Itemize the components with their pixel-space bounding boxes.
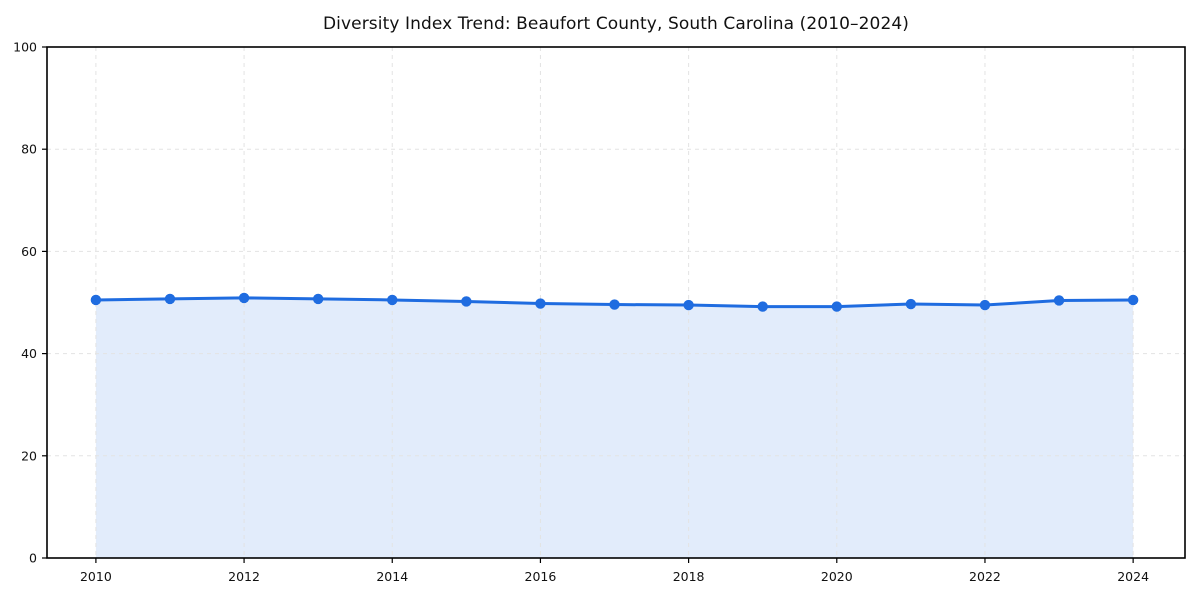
- y-tick-label: 40: [21, 346, 37, 361]
- data-point: [905, 298, 917, 310]
- plot-border: [46, 46, 1186, 559]
- x-tick-label: 2016: [525, 569, 557, 584]
- data-point: [238, 292, 250, 304]
- x-tick-label: 2010: [80, 569, 112, 584]
- data-point: [387, 294, 398, 306]
- area-fill: [95, 297, 1134, 558]
- y-tick-label: 20: [21, 448, 37, 463]
- x-tick-label: 2024: [1117, 569, 1149, 584]
- y-tick-label: 100: [13, 40, 37, 55]
- x-tick-label: 2018: [673, 569, 705, 584]
- data-point: [1053, 295, 1065, 306]
- y-tick-label: 0: [29, 551, 37, 566]
- x-tick-label: 2020: [821, 569, 853, 584]
- x-tick-label: 2014: [376, 569, 408, 584]
- y-tick-label: 60: [21, 244, 37, 259]
- data-point: [312, 293, 324, 305]
- x-tick-label: 2022: [969, 569, 1001, 584]
- data-point: [757, 301, 768, 312]
- chart-title: Diversity Index Trend: Beaufort County, …: [322, 14, 910, 34]
- x-tick-label: 2012: [228, 569, 260, 584]
- data-point: [90, 294, 102, 306]
- data-point: [609, 299, 620, 310]
- data-point: [461, 296, 472, 307]
- data-point: [535, 298, 546, 309]
- data-point: [164, 293, 176, 305]
- data-point: [831, 301, 842, 312]
- data-point: [1127, 294, 1139, 306]
- data-point: [683, 299, 694, 311]
- y-tick-label: 80: [21, 142, 37, 157]
- data-point: [979, 299, 991, 311]
